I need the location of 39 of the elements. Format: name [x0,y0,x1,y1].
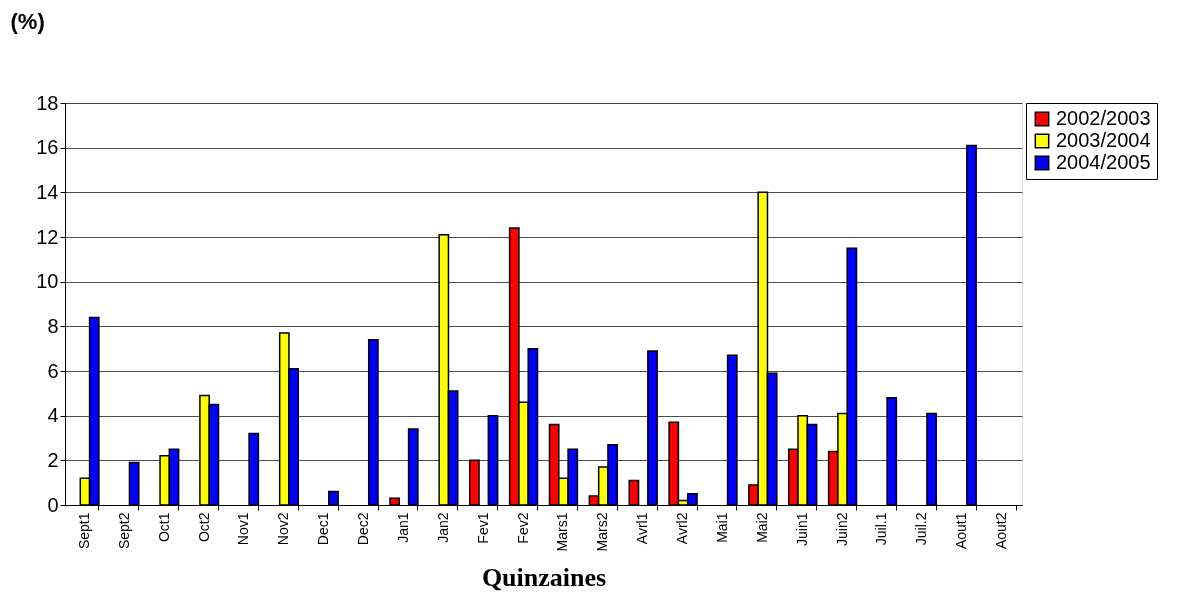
x-tick-label: Mai2 [753,512,770,543]
y-tick-label: 0 [47,493,59,516]
x-tick-label: Juin2 [833,512,850,546]
x-tick-label: Nov2 [275,512,292,546]
x-tick-label: Fev1 [474,512,491,544]
y-tick-label: 16 [36,136,59,159]
y-tick-label: 4 [47,404,59,427]
x-tick-label: Mai1 [713,512,730,543]
y-axis-title: (%) [10,8,45,34]
x-axis-title: Quinzaines [481,563,607,593]
y-tick-label: 8 [47,314,59,337]
x-tick-label: Avrl2 [674,512,691,545]
legend-label: 2003/2004 [1056,129,1151,151]
legend-label: 2002/2003 [1056,107,1151,129]
y-tick-label: 18 [36,91,59,114]
x-tick-label: Sept2 [115,512,132,550]
x-tick-label: Oct1 [155,512,172,543]
x-tick-label: Juil.2 [913,512,930,546]
x-tick-label: Jan2 [434,512,451,543]
y-tick-label: 14 [36,180,59,203]
y-tick-label: 6 [47,359,59,382]
x-tick-label: Oct2 [195,512,212,543]
x-tick-label: Aout2 [993,512,1010,550]
x-tick-label: Dec2 [355,512,372,546]
x-tick-label: Juil.1 [873,512,890,546]
x-tick-label: Jan1 [394,512,411,543]
x-tick-label: Juin1 [793,512,810,546]
x-tick-label: Mars1 [554,512,571,552]
x-tick-label: Fev2 [514,512,531,544]
y-tick-label: 2 [47,448,59,471]
y-tick-label: 12 [36,225,59,248]
x-tick-label: Mars2 [594,512,611,552]
x-tick-label: Aout1 [953,512,970,550]
x-tick-label: Dec1 [315,512,332,546]
legend-label: 2004/2005 [1056,151,1151,173]
y-tick-label: 10 [36,270,59,293]
x-tick-label: Sept1 [75,512,92,550]
x-tick-label: Nov1 [235,512,252,546]
x-tick-label: Avrl1 [634,512,651,545]
